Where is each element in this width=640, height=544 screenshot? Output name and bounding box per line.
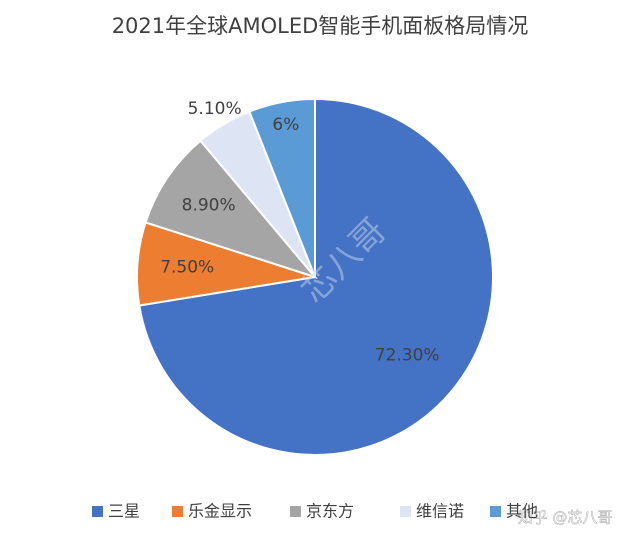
data-label: 72.30% — [375, 345, 440, 365]
data-label: 6% — [272, 115, 299, 135]
legend-label: 其他 — [506, 502, 538, 521]
watermark-credit: 知乎 @芯八哥 — [518, 509, 613, 527]
data-label: 7.50% — [160, 257, 214, 277]
legend-label: 三星 — [108, 502, 140, 521]
legend-swatch — [172, 506, 183, 517]
legend-swatch — [490, 506, 501, 517]
legend-swatch — [290, 506, 301, 517]
legend-label: 维信诺 — [416, 502, 464, 521]
pie-slice — [144, 139, 319, 280]
pie-slice — [248, 97, 316, 278]
data-label: 5.10% — [188, 99, 242, 119]
legend-label: 京东方 — [306, 502, 354, 521]
legend-label: 乐金显示 — [188, 502, 252, 521]
legend-swatch — [400, 506, 411, 517]
chart-title: 2021年全球AMOLED智能手机面板格局情况 — [112, 14, 529, 38]
legend-swatch — [92, 506, 103, 517]
data-label: 8.90% — [182, 196, 236, 216]
